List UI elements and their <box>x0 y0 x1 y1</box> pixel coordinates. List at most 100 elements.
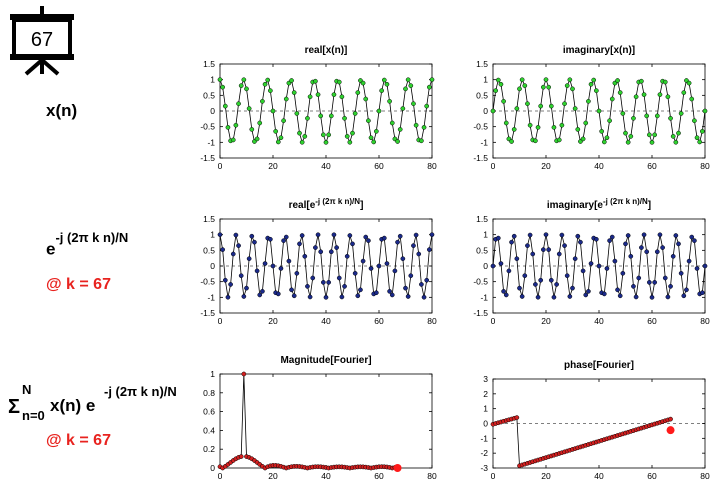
data-point <box>631 283 636 289</box>
data-point <box>628 133 634 139</box>
data-point <box>580 268 586 274</box>
data-point <box>668 283 673 289</box>
data-point <box>310 275 316 281</box>
data-point <box>328 249 334 255</box>
data-point <box>495 77 501 83</box>
y-tick-label: -1.5 <box>473 153 488 163</box>
data-point <box>222 277 228 283</box>
y-tick-label: -1 <box>480 292 488 302</box>
data-point <box>702 263 708 269</box>
data-point <box>403 86 408 92</box>
y-tick-label: 1 <box>210 230 215 240</box>
data-point <box>609 96 615 102</box>
y-tick-label: 1 <box>483 75 488 85</box>
data-point <box>339 94 345 100</box>
data-point <box>689 234 695 240</box>
data-point <box>692 118 697 124</box>
data-point <box>615 78 620 83</box>
sum-exponent: -j (2π k n)/N <box>104 384 177 399</box>
data-point <box>381 77 387 83</box>
data-point <box>586 98 591 104</box>
data-point <box>673 233 679 238</box>
y-tick-label: -0.5 <box>473 122 488 132</box>
y-tick-label: 1 <box>210 369 215 379</box>
data-point <box>620 111 626 116</box>
data-point <box>268 236 273 242</box>
y-tick-label: -3 <box>480 463 488 473</box>
data-point <box>281 238 286 244</box>
data-point <box>419 282 424 287</box>
data-point <box>299 233 305 238</box>
data-point <box>625 139 631 145</box>
data-point <box>262 81 268 87</box>
y-tick-label: 0 <box>483 261 488 271</box>
x-tick-label: 20 <box>268 161 278 171</box>
y-tick-label: 1 <box>210 75 215 85</box>
data-point <box>609 234 615 240</box>
data-point <box>639 78 644 84</box>
x-tick-label: 20 <box>541 316 551 326</box>
data-point <box>678 111 684 116</box>
data-point <box>331 232 337 238</box>
y-tick-label: 0.5 <box>203 245 215 255</box>
x-tick-label: 60 <box>647 316 657 326</box>
data-point <box>411 101 416 107</box>
data-point <box>419 138 424 144</box>
data-point <box>498 261 504 266</box>
x-tick-label: 60 <box>374 161 384 171</box>
data-point <box>387 98 392 104</box>
data-point <box>321 132 326 138</box>
data-point <box>384 261 390 266</box>
data-point <box>366 238 371 244</box>
data-point <box>275 291 281 297</box>
data-point <box>313 245 318 250</box>
data-point <box>572 106 578 111</box>
y-tick-label: 1 <box>483 404 488 414</box>
data-point <box>334 245 339 250</box>
data-point <box>501 98 506 104</box>
data-point <box>551 294 557 300</box>
y-tick-label: 3 <box>483 374 488 384</box>
data-point <box>503 120 509 126</box>
y-tick-label: 0.4 <box>203 425 215 435</box>
data-point <box>686 80 692 86</box>
k-note-1: @ k = 67 <box>46 276 111 293</box>
projector-screen-icon: 67 <box>10 6 74 76</box>
data-point <box>641 232 647 238</box>
data-point <box>244 86 249 92</box>
data-point <box>514 415 520 420</box>
data-point <box>297 241 302 247</box>
y-tick-label: -0.5 <box>200 277 215 287</box>
data-point <box>358 287 363 293</box>
data-point <box>350 241 355 247</box>
data-point <box>368 266 374 271</box>
y-tick-label: -1 <box>207 292 215 302</box>
data-point <box>405 294 411 299</box>
data-point <box>652 280 658 285</box>
data-point <box>620 270 626 276</box>
x-tick-label: 0 <box>491 161 496 171</box>
y-tick-label: 0 <box>210 106 215 116</box>
data-point <box>519 77 525 83</box>
data-point <box>681 293 687 299</box>
data-point <box>548 277 554 283</box>
x-tick-label: 60 <box>374 316 384 326</box>
y-tick-label: -2 <box>480 448 488 458</box>
data-point <box>662 79 668 85</box>
data-point <box>559 122 565 128</box>
data-point <box>612 258 618 264</box>
data-point <box>283 234 289 240</box>
data-point <box>554 282 559 287</box>
data-point <box>668 416 673 422</box>
data-point <box>615 287 620 293</box>
data-point <box>270 263 276 269</box>
x-tick-label: 80 <box>700 316 710 326</box>
data-point <box>424 277 430 283</box>
data-point <box>413 122 419 128</box>
y-tick-label: -0.5 <box>200 122 215 132</box>
y-tick-label: 0.5 <box>476 245 488 255</box>
data-point <box>599 128 605 134</box>
x-tick-label: 60 <box>647 471 657 481</box>
data-point <box>543 232 549 238</box>
chart-title: imaginary[x(n)] <box>563 45 635 56</box>
